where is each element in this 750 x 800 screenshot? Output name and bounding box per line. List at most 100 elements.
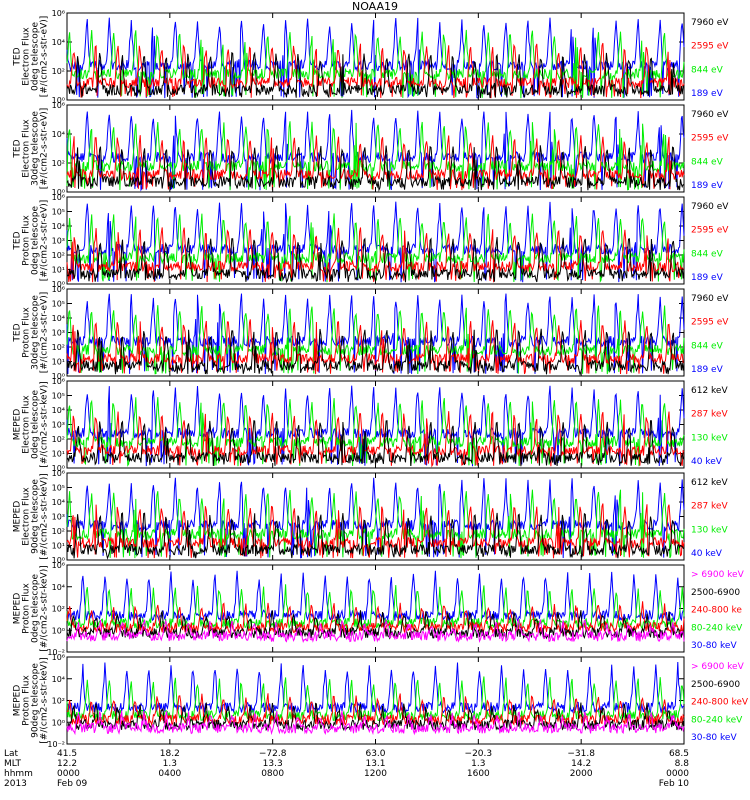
y-tick-label: 10⁶ [52, 285, 65, 294]
series-trace-1 [66, 135, 685, 191]
y-axis-label-line: TED [13, 323, 23, 342]
y-tick-label: 10⁴ [52, 406, 65, 415]
y-tick-label: 10⁶ [52, 101, 65, 110]
legend-entry: 30-80 keV [691, 733, 737, 743]
x-tick-label: 68.5 [669, 749, 689, 759]
y-tick-label: 10⁰ [52, 188, 65, 197]
series-trace-2 [66, 121, 685, 191]
y-tick-label: 10⁵ [52, 300, 65, 309]
series-trace-3 [66, 201, 685, 283]
legend-entry: 189 eV [691, 365, 724, 375]
y-axis-label-line: Proton Flux [22, 583, 32, 634]
y-axis-label: TEDElectron Flux0deg telescope[#/(cm2-s-… [13, 16, 50, 98]
y-axis-label-line: 0deg telescope [31, 390, 41, 460]
y-tick-label: 10² [52, 697, 65, 706]
y-tick-label: 10² [52, 159, 65, 168]
series-trace-2 [66, 693, 685, 727]
y-tick-label: 10⁰ [52, 372, 65, 381]
x-tick-label: 1600 [467, 769, 490, 779]
y-axis-label-line: [#/(cm2-s-str-keV)] [40, 473, 50, 559]
y-axis-label-line: [#/(cm2-s-str-eV)] [40, 292, 50, 374]
x-tick-label: Feb 09 [57, 779, 88, 789]
y-axis-label: TEDElectron Flux30deg telescope[#/(cm2-s… [13, 108, 50, 190]
y-tick-label: 10² [52, 435, 65, 444]
y-tick-label: 10⁶ [52, 561, 65, 570]
series-trace-2 [66, 213, 685, 284]
y-axis-label: MEPEDElectron Flux90deg telescope[#/(cm2… [13, 473, 50, 559]
y-tick-label: 10¹ [52, 358, 65, 367]
y-axis-label: MEPEDElectron Flux0deg telescope[#/(cm2-… [13, 381, 50, 467]
y-axis-label: MEPEDProton Flux0deg telescope[#/(cm2-s-… [13, 565, 50, 651]
legend-entry: 844 eV [691, 157, 724, 167]
y-axis-label-line: MEPED [13, 501, 23, 533]
series-trace-0 [66, 512, 685, 560]
legend-entry: > 6900 keV [691, 662, 745, 672]
x-tick-label: 8.8 [675, 759, 690, 769]
legend-entry: 7960 eV [691, 294, 729, 304]
y-tick-label: 10⁴ [52, 498, 65, 507]
y-axis-label-line: [#/(cm2-s-str-eV)] [40, 108, 50, 190]
y-axis-label-line: Proton Flux [22, 307, 32, 358]
legend-entry: 7960 eV [691, 110, 729, 120]
y-tick-label: 10⁴ [52, 314, 65, 323]
series-trace-1 [66, 227, 685, 283]
legend-entry: 30-80 keV [691, 641, 737, 651]
x-tick-label: 13.3 [263, 759, 283, 769]
y-tick-label: 10¹ [52, 266, 65, 275]
y-tick-label: 10⁰ [52, 96, 65, 105]
legend-entry: > 6900 keV [691, 570, 745, 580]
chart-title: NOAA19 [351, 0, 399, 13]
x-tick-label: 1.3 [471, 759, 485, 769]
series-trace-2 [66, 305, 685, 375]
legend-entry: 80-240 keV [691, 623, 743, 633]
series-trace-1 [66, 319, 685, 375]
y-axis-label-line: [#/(cm2-s-str-keV)] [40, 657, 50, 743]
y-tick-label: 10⁴ [52, 675, 65, 684]
series-trace-3 [66, 17, 685, 99]
y-axis-label-line: Proton Flux [22, 675, 32, 726]
y-tick-label: 10³ [52, 329, 65, 338]
legend-entry: 2595 eV [691, 318, 729, 328]
y-axis-label: TEDProton Flux0deg telescope[#/(cm2-s-st… [13, 200, 50, 282]
y-axis-label-line: 0deg telescope [31, 22, 41, 92]
y-tick-label: 10² [52, 527, 65, 536]
series-trace-1 [66, 503, 685, 559]
y-axis-label-line: [#/(cm2-s-str-keV)] [40, 381, 50, 467]
y-tick-label: 10² [52, 251, 65, 260]
legend-entry: 7960 eV [691, 18, 729, 28]
y-tick-label: 10⁰ [52, 556, 65, 565]
y-axis-label-line: TED [13, 231, 23, 250]
y-axis-label-line: [#/(cm2-s-str-eV)] [40, 200, 50, 282]
series-trace-0 [66, 51, 685, 99]
x-tick-label: 13.1 [365, 759, 385, 769]
y-tick-label: 10¹ [52, 450, 65, 459]
legend-entry: 240-800 keV [691, 698, 749, 708]
x-tick-label: 63.0 [365, 749, 385, 759]
legend-entry: 612 keV [691, 478, 728, 488]
x-tick-label: 1200 [364, 769, 387, 779]
series-trace-2 [66, 601, 685, 635]
y-tick-label: 10³ [52, 513, 65, 522]
y-axis-label-line: Electron Flux [22, 119, 32, 178]
y-tick-label: 10⁶ [52, 193, 65, 202]
y-axis-label-line: Electron Flux [22, 27, 32, 86]
y-axis-label-line: Electron Flux [22, 395, 32, 454]
legend-entry: 130 keV [691, 433, 728, 443]
x-row-label: hhmm [4, 769, 33, 779]
y-tick-label: 10⁶ [52, 469, 65, 478]
x-tick-label: −20.3 [465, 749, 493, 759]
legend-entry: 2595 eV [691, 42, 729, 52]
x-axis: Lat 41.5 18.2 −72.8 63.0 −20.3 −31.8 68.5 MLT 12.… [4, 13, 689, 789]
legend-entry: 189 eV [691, 181, 724, 191]
y-tick-label: 10⁵ [52, 484, 65, 493]
legend-entry: 2500-6900 [691, 680, 740, 690]
y-axis-label-line: 30deg telescope [31, 295, 41, 370]
y-axis-label-line: MEPED [13, 409, 23, 441]
legend-entry: 40 keV [691, 457, 723, 467]
series-trace-3 [66, 109, 685, 192]
y-tick-label: 10¹ [52, 542, 65, 551]
legend-entry: 2595 eV [691, 226, 729, 236]
series-trace-3 [66, 477, 685, 559]
